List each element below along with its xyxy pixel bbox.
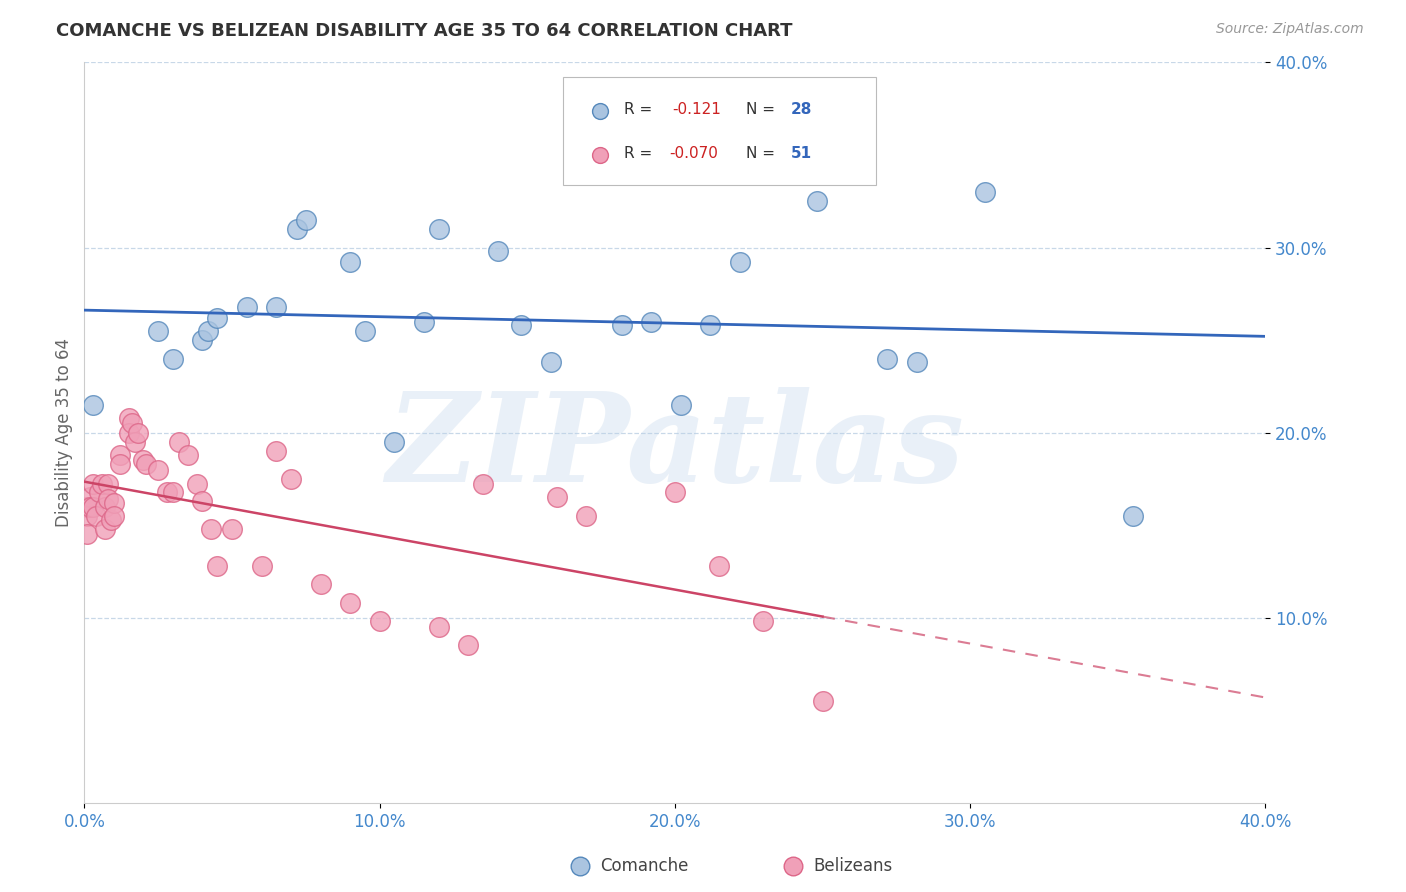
Point bbox=[806, 194, 828, 209]
Point bbox=[339, 596, 361, 610]
Point bbox=[132, 453, 155, 467]
Point bbox=[124, 434, 146, 449]
Point bbox=[339, 255, 361, 269]
Point bbox=[811, 694, 834, 708]
Point bbox=[197, 324, 219, 338]
Point bbox=[752, 615, 775, 629]
Point bbox=[186, 477, 208, 491]
Text: Belizeans: Belizeans bbox=[813, 856, 893, 875]
Text: 51: 51 bbox=[790, 146, 811, 161]
Point bbox=[709, 558, 731, 573]
Point bbox=[207, 558, 229, 573]
Point bbox=[100, 513, 122, 527]
Point bbox=[457, 639, 479, 653]
Point bbox=[94, 522, 117, 536]
Point bbox=[905, 355, 928, 369]
Point bbox=[97, 492, 120, 507]
Point bbox=[76, 508, 98, 523]
Point bbox=[640, 314, 662, 328]
Point bbox=[368, 615, 391, 629]
Point bbox=[1122, 508, 1144, 523]
Point bbox=[486, 244, 509, 259]
Text: ZIPatlas: ZIPatlas bbox=[385, 386, 965, 508]
Point bbox=[974, 185, 997, 199]
Point bbox=[309, 577, 332, 591]
Point bbox=[82, 500, 104, 514]
Point bbox=[191, 333, 214, 347]
Point bbox=[876, 351, 898, 366]
Point bbox=[382, 434, 406, 449]
Point bbox=[207, 310, 229, 325]
Point bbox=[221, 522, 243, 536]
Point bbox=[280, 472, 302, 486]
Point bbox=[728, 255, 751, 269]
Point bbox=[354, 324, 377, 338]
Point bbox=[266, 444, 288, 458]
Point bbox=[699, 318, 721, 333]
Point bbox=[295, 212, 318, 227]
Point bbox=[103, 496, 125, 510]
Point bbox=[413, 314, 436, 328]
Text: 28: 28 bbox=[790, 102, 813, 117]
Text: N =: N = bbox=[745, 146, 779, 161]
Text: -0.121: -0.121 bbox=[672, 102, 721, 117]
Point bbox=[127, 425, 149, 440]
Point bbox=[250, 558, 273, 573]
Text: N =: N = bbox=[745, 102, 779, 117]
Point bbox=[427, 222, 450, 236]
Text: COMANCHE VS BELIZEAN DISABILITY AGE 35 TO 64 CORRELATION CHART: COMANCHE VS BELIZEAN DISABILITY AGE 35 T… bbox=[56, 22, 793, 40]
Point bbox=[472, 477, 495, 491]
Text: R =: R = bbox=[624, 146, 657, 161]
Point bbox=[148, 324, 170, 338]
Point bbox=[177, 448, 200, 462]
Text: -0.070: -0.070 bbox=[669, 146, 718, 161]
Point bbox=[108, 448, 131, 462]
Point bbox=[135, 457, 157, 471]
Point bbox=[79, 491, 101, 505]
Point bbox=[148, 462, 170, 476]
Point bbox=[156, 484, 179, 499]
Point bbox=[510, 318, 533, 333]
Point bbox=[94, 500, 117, 514]
Point bbox=[191, 494, 214, 508]
Point bbox=[118, 425, 141, 440]
Point bbox=[82, 398, 104, 412]
Point bbox=[84, 508, 107, 523]
Point bbox=[664, 484, 686, 499]
Point bbox=[427, 620, 450, 634]
Point bbox=[285, 222, 308, 236]
Point bbox=[76, 500, 98, 514]
Point bbox=[266, 300, 288, 314]
Point bbox=[91, 477, 114, 491]
Text: R =: R = bbox=[624, 102, 662, 117]
Text: Comanche: Comanche bbox=[600, 856, 689, 875]
Point bbox=[546, 491, 568, 505]
Point bbox=[82, 477, 104, 491]
Point bbox=[103, 508, 125, 523]
Point bbox=[87, 484, 111, 499]
Point bbox=[118, 410, 141, 425]
Point bbox=[167, 434, 190, 449]
Point bbox=[575, 508, 598, 523]
Point bbox=[610, 318, 633, 333]
Point bbox=[236, 300, 259, 314]
Point bbox=[79, 500, 101, 514]
Point bbox=[540, 355, 562, 369]
Point bbox=[162, 351, 184, 366]
Point bbox=[121, 417, 143, 431]
Text: Source: ZipAtlas.com: Source: ZipAtlas.com bbox=[1216, 22, 1364, 37]
FancyBboxPatch shape bbox=[562, 78, 876, 185]
Point bbox=[76, 527, 98, 541]
Point bbox=[669, 398, 692, 412]
Point bbox=[162, 484, 184, 499]
Point bbox=[97, 477, 120, 491]
Point bbox=[200, 522, 222, 536]
Y-axis label: Disability Age 35 to 64: Disability Age 35 to 64 bbox=[55, 338, 73, 527]
Point bbox=[108, 457, 131, 471]
